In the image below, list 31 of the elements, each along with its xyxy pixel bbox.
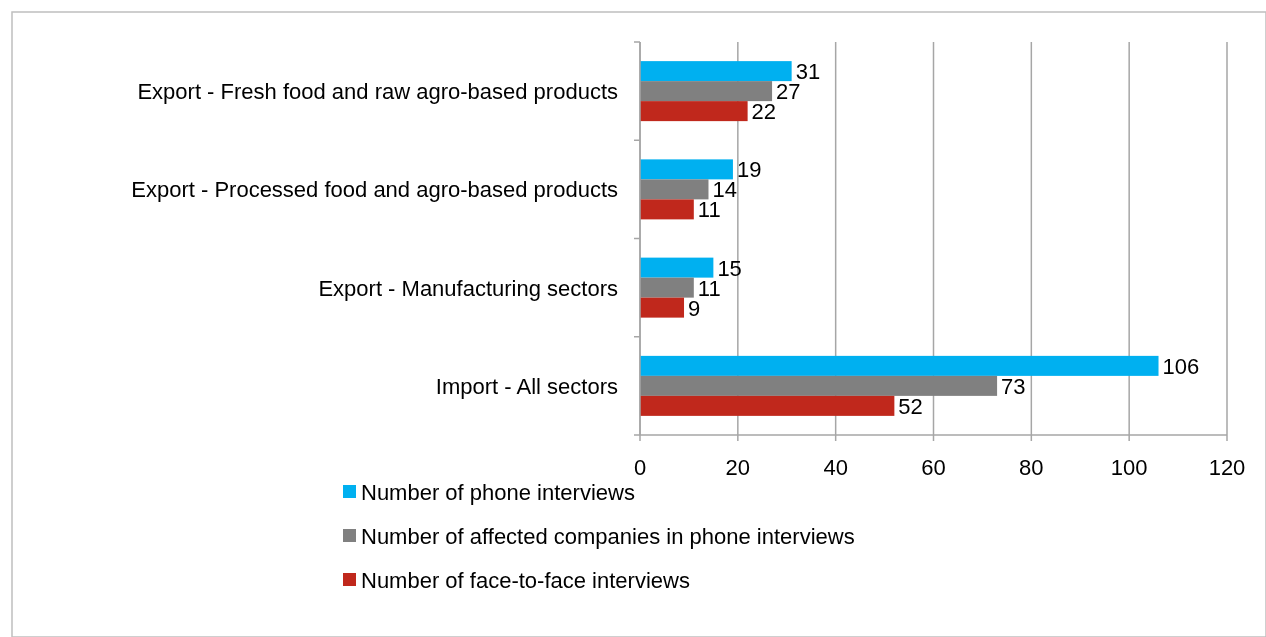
- bar: [640, 199, 694, 220]
- bar: [640, 297, 685, 318]
- data-label: 19: [736, 157, 762, 183]
- data-label: 106: [1162, 353, 1200, 379]
- x-tick-label: 20: [725, 455, 751, 480]
- y-tick-label: Export - Fresh food and raw agro-based products: [137, 79, 618, 105]
- data-label: 52: [898, 393, 923, 419]
- legend-label: Number of phone interviews: [361, 480, 635, 505]
- x-tick-label: 120: [1208, 455, 1246, 480]
- y-tick-label: Export - Processed food and agro-based products: [131, 177, 618, 203]
- x-tick-label: 0: [633, 455, 647, 480]
- bar: [640, 355, 1159, 376]
- bar: [640, 375, 998, 396]
- data-label: 73: [1001, 373, 1026, 399]
- x-tick-label: 60: [921, 455, 946, 480]
- bar: [640, 257, 714, 278]
- bar: [640, 159, 733, 180]
- data-label: 22: [751, 99, 777, 125]
- bar: [640, 61, 792, 82]
- legend-label: Number of affected companies in phone interviews: [361, 524, 855, 549]
- x-tick-label: 80: [1019, 455, 1044, 480]
- y-tick-label: Export - Manufacturing sectors: [318, 275, 618, 301]
- bar: [640, 81, 773, 102]
- bar: [640, 101, 748, 122]
- bar: [640, 395, 895, 416]
- bar: [640, 277, 694, 298]
- y-tick-label: Import - All sectors: [435, 373, 618, 399]
- legend-label: Number of face-to-face interviews: [361, 568, 690, 593]
- x-tick-label: 100: [1110, 455, 1148, 480]
- bar: [640, 179, 709, 200]
- x-tick-label: 40: [823, 455, 848, 480]
